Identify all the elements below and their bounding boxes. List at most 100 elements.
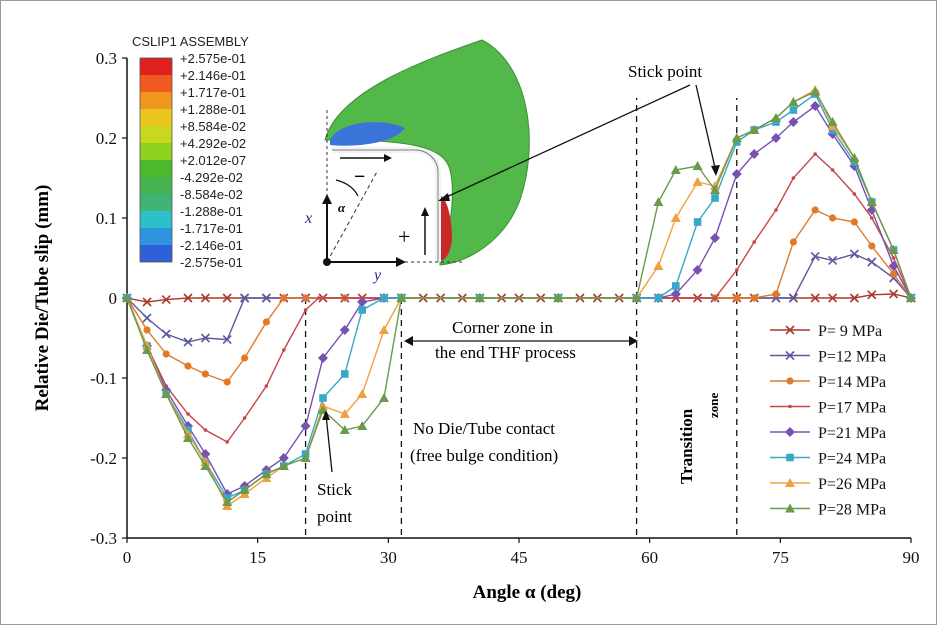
data-point (830, 168, 835, 172)
data-point (772, 290, 780, 298)
data-point (303, 308, 308, 312)
no-contact-label-1: No Die/Tube contact (413, 419, 555, 438)
series-7 (122, 86, 916, 506)
x-tick-label: 75 (772, 548, 789, 567)
legend-marker (786, 377, 794, 385)
legend-entry: P=12 MPa (770, 349, 886, 366)
legend-label: P=24 MPa (818, 451, 886, 468)
axes: 0.3 0.2 0.1 0 -0.1 -0.2 -0.3 0 15 30 45 60 75 90 (90, 49, 919, 567)
data-point (827, 117, 838, 126)
data-point (733, 294, 741, 302)
stick-point-top-label: Stick point (628, 62, 702, 81)
data-point (692, 177, 703, 186)
x-tick-label: 45 (511, 548, 528, 567)
data-point (183, 293, 193, 303)
data-point (750, 294, 758, 302)
legend-entry: P=28 MPa (770, 502, 886, 519)
legend-marker (785, 350, 795, 361)
inset-y-arrowhead (322, 194, 332, 204)
data-point (670, 289, 681, 299)
corner-zone-arrowhead-left (404, 336, 413, 346)
data-point (342, 296, 347, 300)
inset-x-arrowhead (396, 257, 406, 267)
data-point (788, 97, 799, 106)
colorbar-label: +1.288e-01 (180, 102, 246, 117)
data-point (300, 421, 311, 431)
data-point (828, 255, 838, 265)
data-point (380, 294, 388, 302)
data-point (357, 297, 368, 307)
data-point (122, 293, 132, 302)
data-point (378, 393, 389, 402)
data-point (653, 261, 664, 270)
data-point (749, 125, 760, 134)
colorbar-swatch (140, 160, 172, 177)
data-point (849, 153, 860, 162)
data-point (319, 394, 327, 402)
data-point (300, 453, 311, 462)
colorbar-swatch (140, 126, 172, 143)
inset-title: CSLIP1 ASSEMBLY (132, 34, 249, 49)
legend-marker (785, 325, 795, 335)
data-point (711, 194, 719, 202)
legend-entry: P=26 MPa (770, 476, 886, 493)
data-point (200, 293, 210, 303)
corner-zone-label-2: the end THF process (435, 343, 576, 362)
x-tick-label: 90 (903, 548, 920, 567)
data-point (868, 242, 876, 250)
tube-wall-section (332, 147, 441, 262)
data-point (789, 238, 798, 246)
data-point (142, 313, 152, 323)
data-point (203, 428, 208, 432)
data-point (810, 86, 821, 96)
tube-model: − + α x y (304, 39, 530, 284)
x-tick-label: 0 (123, 548, 132, 567)
data-point (829, 214, 837, 222)
data-point (850, 218, 858, 226)
stick-point-arrowhead-inset (438, 193, 450, 201)
data-point (749, 149, 760, 159)
y-tick-label: 0.3 (96, 49, 117, 68)
data-point (339, 409, 350, 418)
inset-arrow-top-head (384, 154, 392, 162)
data-point (316, 296, 321, 300)
data-point (223, 378, 231, 386)
legend-entry: P=24 MPa (770, 451, 886, 468)
y-tick-label: 0.1 (96, 209, 117, 228)
data-point (200, 333, 210, 343)
data-point (670, 213, 681, 222)
colorbar-label: +4.292e-02 (180, 136, 246, 151)
inset-x-label: x (304, 210, 312, 227)
data-point (183, 337, 193, 347)
colorbar-label: -1.717e-01 (180, 221, 243, 236)
legend-marker (785, 503, 795, 513)
data-point (889, 270, 898, 278)
colorbar-label: +2.575e-01 (180, 51, 246, 66)
inset-arrow-right-head (421, 207, 429, 216)
colorbar-swatch (140, 75, 172, 92)
colorbar: +2.575e-01 +2.146e-01 +1.717e-01 +1.288e-01… (139, 51, 246, 270)
inset-angle-line (326, 169, 379, 263)
legend-label: P= 9 MPa (818, 323, 882, 340)
data-point (242, 416, 247, 420)
y-axis-title: Relative Die/Tube slip (mm) (32, 185, 53, 412)
no-contact-label-2: (free bulge condition) (410, 446, 558, 465)
data-point (695, 296, 700, 300)
colorbar-swatch (140, 143, 172, 160)
legend-box (760, 313, 920, 525)
data-point (866, 197, 877, 206)
colorbar-label: -4.292e-02 (180, 170, 243, 185)
stick-point-bottom-arrow (325, 414, 333, 473)
data-point (631, 293, 642, 302)
data-point (240, 293, 250, 303)
data-point (357, 389, 368, 398)
data-point (200, 461, 211, 470)
tube-wall-edge (332, 149, 439, 262)
data-point (888, 261, 899, 271)
data-point (553, 293, 564, 302)
data-point (752, 240, 756, 244)
data-point (810, 251, 820, 261)
legend-entry: P=21 MPa (770, 425, 886, 442)
data-point (788, 293, 798, 303)
data-point (906, 293, 916, 302)
